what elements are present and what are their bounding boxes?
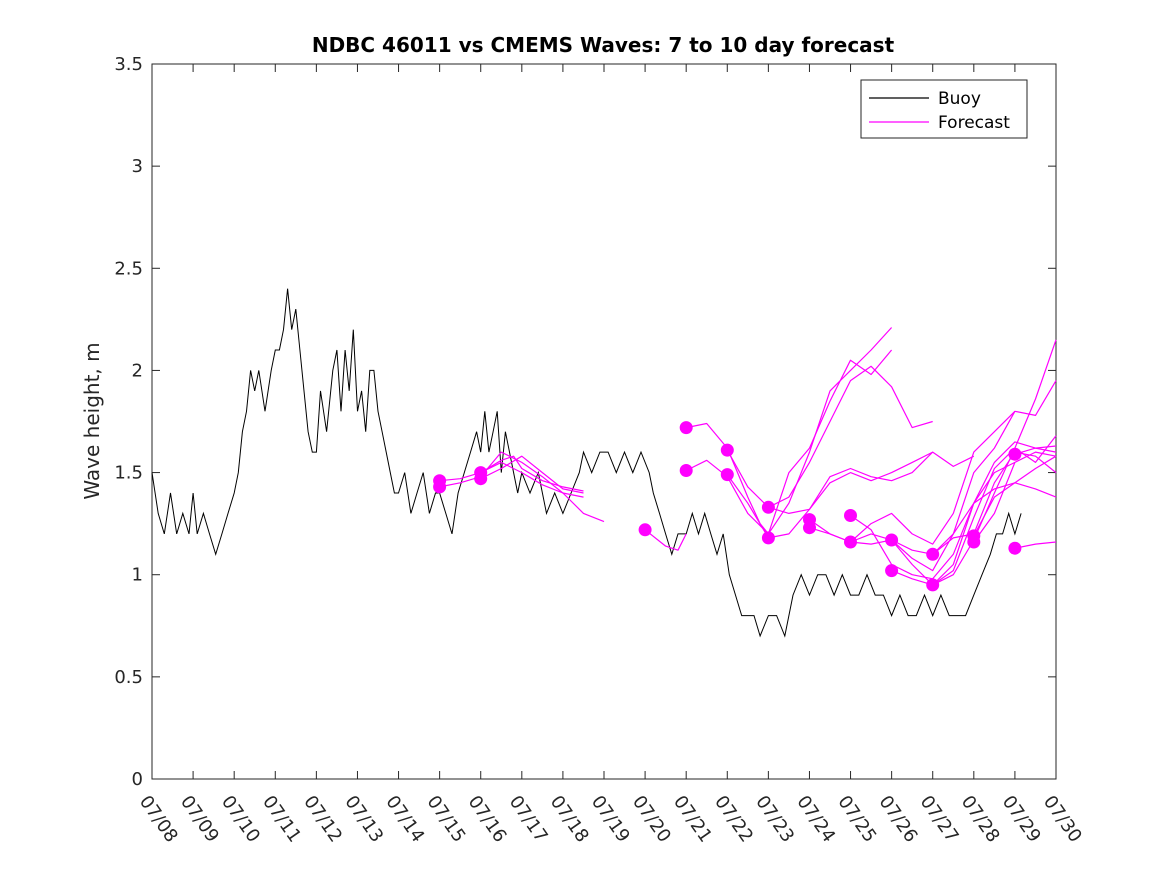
- forecast-line: [1014, 447, 1057, 455]
- y-tick-label: 1.5: [114, 463, 143, 484]
- forecast-line: [973, 455, 1057, 537]
- legend: Buoy Forecast: [860, 79, 1028, 139]
- forecast-marker: [1008, 541, 1022, 555]
- forecast-marker: [638, 523, 652, 537]
- forecast-marker: [761, 500, 775, 514]
- forecast-line: [809, 461, 1016, 555]
- forecast-marker: [926, 547, 940, 561]
- legend-label: Buoy: [938, 89, 981, 109]
- y-tick-label: 2.5: [114, 258, 143, 279]
- forecast-marker: [720, 443, 734, 457]
- forecast-marker: [433, 480, 447, 494]
- y-tick-label: 3: [132, 156, 143, 177]
- forecast-line: [768, 451, 975, 514]
- chart-title: NDBC 46011 vs CMEMS Waves: 7 to 10 day f…: [312, 33, 895, 57]
- forecast-line: [686, 349, 893, 535]
- y-tick-label: 0: [132, 769, 143, 790]
- forecast-marker: [1008, 447, 1022, 461]
- forecast-marker: [885, 533, 899, 547]
- forecast-marker: [474, 472, 488, 486]
- y-tick-label: 2: [132, 360, 143, 381]
- forecast-marker: [844, 509, 857, 522]
- forecast-line: [891, 482, 1057, 586]
- legend-label: Forecast: [938, 113, 1010, 133]
- forecast-marker: [926, 578, 940, 592]
- y-tick-label: 0.5: [114, 667, 143, 688]
- forecast-line: [439, 451, 605, 523]
- forecast-marker: [761, 531, 775, 545]
- forecast-line: [932, 451, 1057, 555]
- forecast-marker: [967, 535, 981, 549]
- forecast-line: [685, 327, 893, 535]
- forecast-line: [850, 441, 1057, 580]
- forecast-line: [644, 529, 687, 551]
- forecast-line: [439, 461, 584, 498]
- forecast-line: [891, 435, 1057, 586]
- forecast-line: [726, 451, 933, 539]
- forecast-marker: [679, 464, 693, 477]
- forecast-line: [480, 455, 584, 492]
- forecast-marker: [679, 421, 693, 435]
- forecast-marker: [803, 521, 816, 535]
- forecast-line: [932, 339, 1057, 586]
- forecast-marker: [720, 468, 734, 482]
- y-tick-label: 1: [132, 565, 143, 586]
- forecast-line: [1014, 541, 1057, 549]
- y-tick-label: 3.5: [114, 54, 143, 75]
- legend-box: [860, 79, 1028, 139]
- buoy-line: [151, 288, 1022, 638]
- forecast-line: [480, 455, 584, 494]
- y-axis-label: Wave height, m: [80, 342, 104, 499]
- forecast-line: [850, 380, 1057, 572]
- forecast-line: [973, 451, 1057, 543]
- forecast-marker: [885, 564, 899, 578]
- forecast-marker: [844, 535, 857, 549]
- forecast-line: [726, 365, 933, 508]
